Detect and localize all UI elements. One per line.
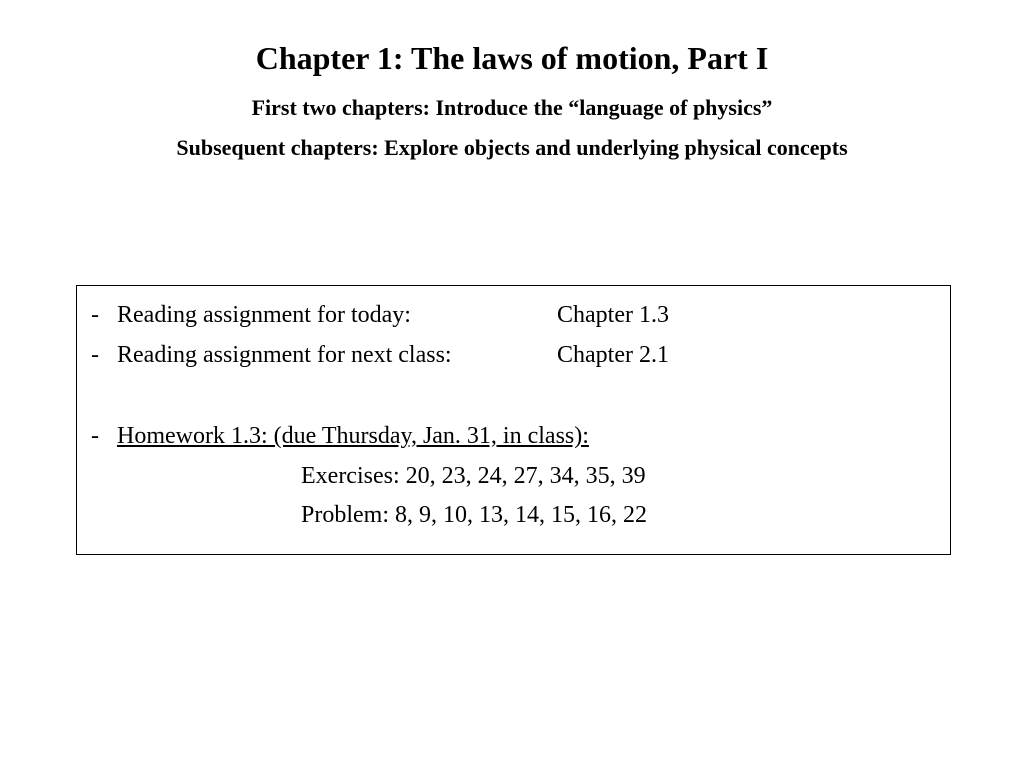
homework-heading-row: - Homework 1.3: (due Thursday, Jan. 31, …	[91, 417, 936, 457]
slide-subtitle-1: First two chapters: Introduce the “langu…	[0, 95, 1024, 121]
bullet-dash: -	[91, 417, 117, 457]
exercises-line: Exercises: 20, 23, 24, 27, 34, 35, 39	[91, 457, 936, 497]
reading-next-row: - Reading assignment for next class: Cha…	[91, 336, 936, 376]
reading-next-value: Chapter 2.1	[557, 336, 936, 376]
bullet-dash: -	[91, 296, 117, 336]
spacer	[91, 375, 936, 417]
reading-next-label: Reading assignment for next class:	[117, 336, 557, 376]
reading-today-value: Chapter 1.3	[557, 296, 936, 336]
reading-today-label: Reading assignment for today:	[117, 296, 557, 336]
bullet-dash: -	[91, 336, 117, 376]
problem-line: Problem: 8, 9, 10, 13, 14, 15, 16, 22	[91, 496, 936, 536]
slide-header: Chapter 1: The laws of motion, Part I Fi…	[0, 0, 1024, 161]
reading-today-row: - Reading assignment for today: Chapter …	[91, 296, 936, 336]
assignments-box: - Reading assignment for today: Chapter …	[76, 285, 951, 555]
slide-subtitle-2: Subsequent chapters: Explore objects and…	[0, 135, 1024, 161]
slide-title: Chapter 1: The laws of motion, Part I	[0, 40, 1024, 77]
homework-heading: Homework 1.3: (due Thursday, Jan. 31, in…	[117, 417, 589, 457]
